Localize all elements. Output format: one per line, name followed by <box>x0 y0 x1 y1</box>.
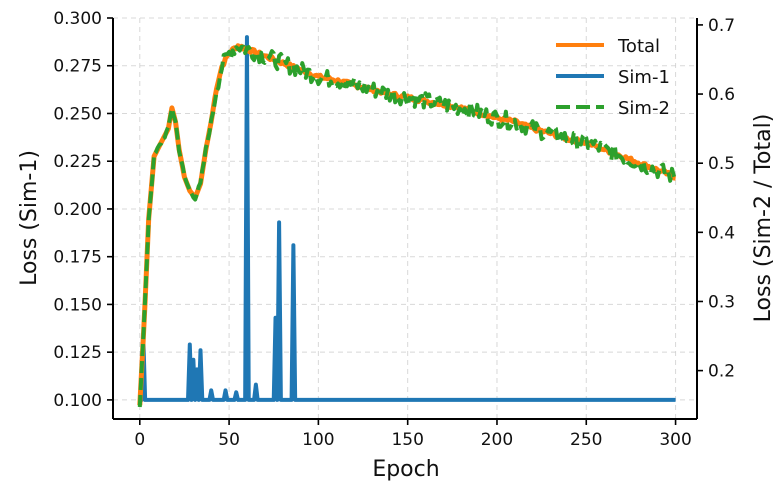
x-tick-label: 150 <box>391 430 423 450</box>
y-left-tick-label: 0.300 <box>53 9 102 29</box>
x-tick-label: 300 <box>659 430 691 450</box>
x-tick-label: 250 <box>570 430 602 450</box>
x-tick-label: 200 <box>481 430 513 450</box>
y-right-tick-label: 0.2 <box>708 362 735 382</box>
y-right-tick-label: 0.7 <box>708 16 735 36</box>
y-axis-left-title: Loss (Sim-1) <box>17 150 42 286</box>
x-tick-label: 0 <box>134 430 145 450</box>
y-left-tick-label: 0.225 <box>53 152 102 172</box>
y-right-tick-label: 0.3 <box>708 292 735 312</box>
legend-label-sim2: Sim-2 <box>618 98 670 119</box>
series-sim-2-line <box>137 44 678 408</box>
x-tick-label: 100 <box>302 430 334 450</box>
series-sim-1-line <box>139 35 676 402</box>
y-left-tick-label: 0.100 <box>53 391 102 411</box>
x-axis-title: Epoch <box>372 457 439 482</box>
x-tick-label: 50 <box>218 430 240 450</box>
y-left-tick-label: 0.150 <box>53 295 102 315</box>
y-left-tick-label: 0.275 <box>53 57 102 77</box>
y-right-tick-label: 0.6 <box>708 85 735 105</box>
grid <box>113 17 697 419</box>
y-left-tick-label: 0.125 <box>53 343 102 363</box>
y-right-tick-label: 0.4 <box>708 223 735 243</box>
legend: Total Sim-1 Sim-2 <box>556 36 670 119</box>
y-left-tick-label: 0.175 <box>53 248 102 268</box>
y-left-tick-label: 0.200 <box>53 200 102 220</box>
tick-labels: 0 50 100 150 200 250 300 0.100 0.125 0.150 0.175 0.… <box>53 9 735 450</box>
y-right-tick-label: 0.5 <box>708 154 735 174</box>
legend-label-sim1: Sim-1 <box>618 67 670 88</box>
legend-label-total: Total <box>617 36 660 57</box>
axes <box>107 17 703 425</box>
y-left-tick-label: 0.250 <box>53 104 102 124</box>
y-axis-right-title: Loss (Sim-2 / Total) <box>751 114 776 323</box>
series-lines <box>137 35 678 408</box>
